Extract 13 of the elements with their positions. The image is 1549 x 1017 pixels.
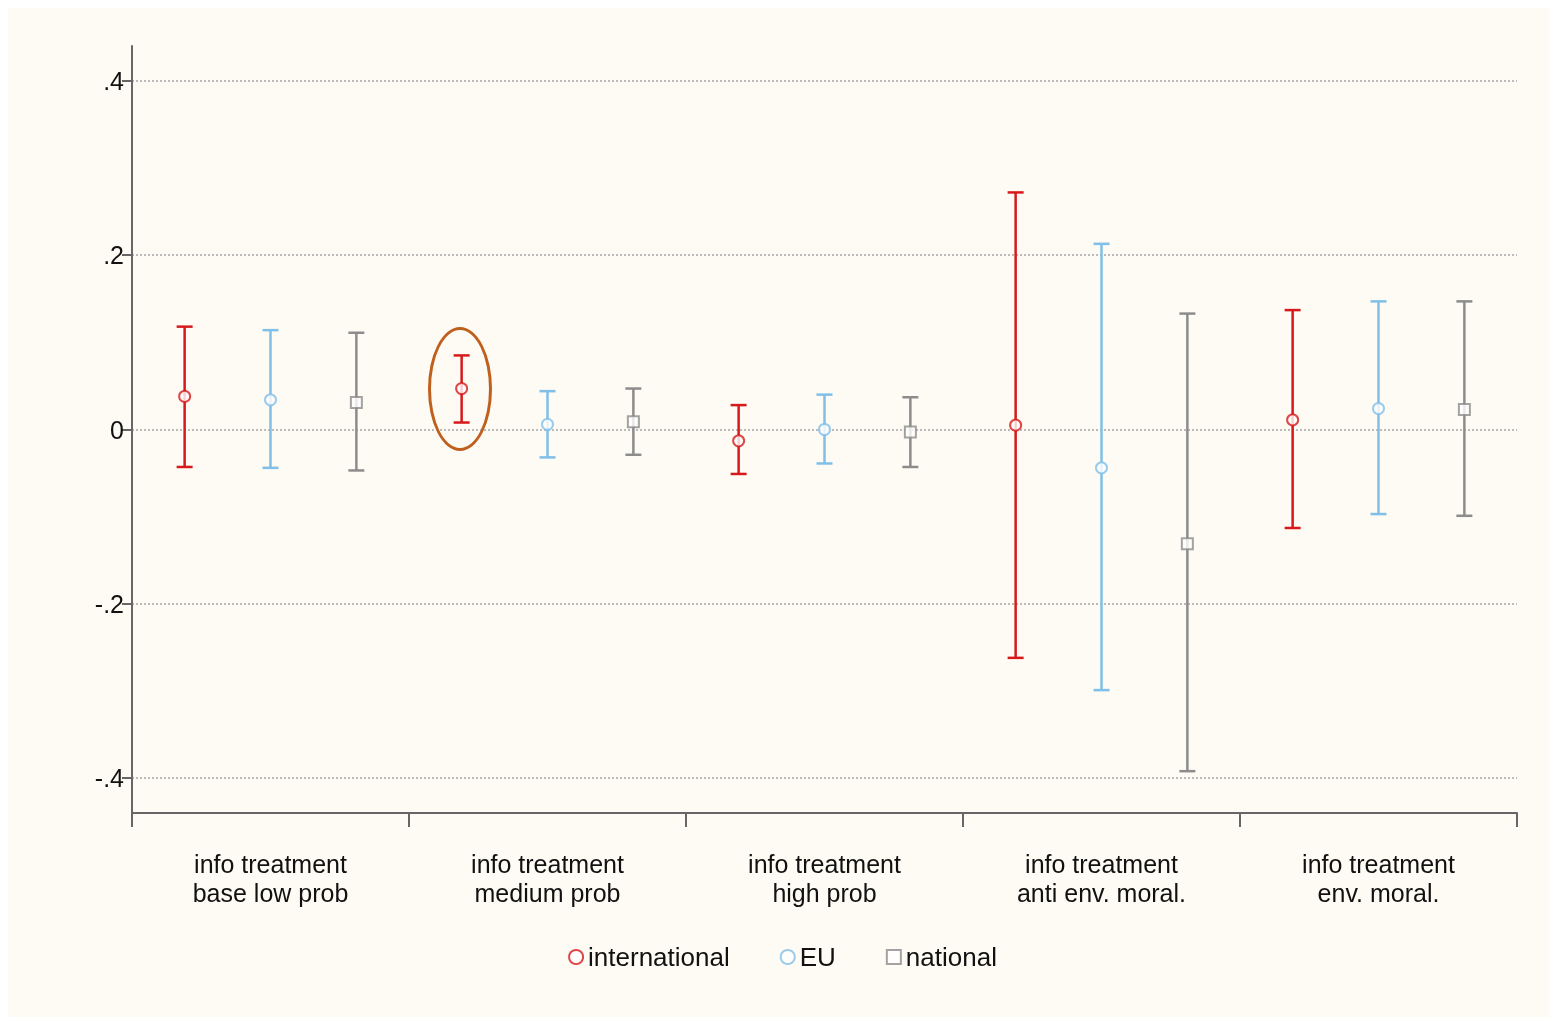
legend-label: EU <box>799 942 836 972</box>
x-tick-label: info treatment medium prob <box>471 849 624 907</box>
y-tick-label: -.4 <box>94 764 125 793</box>
y-tick-label: .4 <box>103 66 125 95</box>
y-tick-label: 0 <box>110 415 124 444</box>
x-tick-label: info treatment env. moral. <box>1302 849 1455 907</box>
legend-label: international <box>588 942 730 972</box>
legend-label: national <box>905 942 997 972</box>
x-tick-label: info treatment base low prob <box>192 849 349 907</box>
x-tick-label: info treatment high prob <box>748 849 901 907</box>
y-tick-label: .2 <box>103 241 124 270</box>
y-tick-label: -.2 <box>94 589 124 618</box>
x-tick-label: info treatment anti env. moral. <box>1016 849 1187 907</box>
